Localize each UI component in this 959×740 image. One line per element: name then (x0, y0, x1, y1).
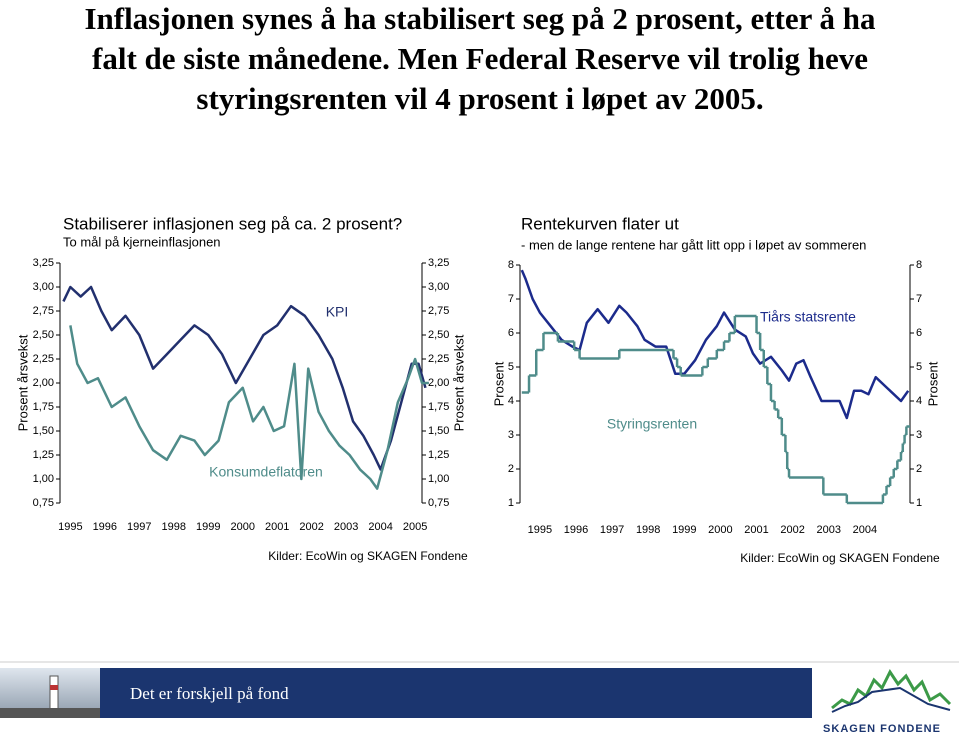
x-tick-label: 2004 (853, 524, 877, 536)
x-tick-label: 1998 (636, 524, 660, 536)
series-label: Styringsrenten (607, 416, 697, 432)
series-label: KPI (326, 304, 349, 320)
series-label: Konsumdeflatoren (209, 464, 323, 480)
y-tick-label: 2,00 (428, 377, 449, 389)
y-tick-label: 1,75 (33, 401, 54, 413)
x-tick-label: 1997 (127, 521, 151, 533)
y-tick-label: 2,75 (33, 305, 54, 317)
y-axis-label: Prosent årsvekst (451, 334, 466, 431)
x-tick-label: 2003 (817, 524, 841, 536)
series-line (69, 325, 429, 490)
chart-subtitle: - men de lange rentene har gått litt opp… (521, 237, 866, 252)
y-tick-label: 2 (916, 463, 922, 475)
lighthouse-stripe (50, 685, 58, 690)
y-tick-label: 1,25 (428, 449, 449, 461)
y-axis-label: Prosent årsvekst (15, 334, 30, 431)
series-label: Tiårs statsrente (760, 309, 856, 325)
y-tick-label: 3,25 (33, 257, 54, 269)
chart-title: Rentekurven flater ut (521, 214, 679, 233)
x-tick-label: 2000 (708, 524, 732, 536)
chart-subtitle: To mål på kjerneinflasjonen (63, 234, 221, 249)
x-tick-label: 2003 (334, 521, 358, 533)
y-tick-label: 3 (508, 429, 514, 441)
y-tick-label: 3,25 (428, 257, 449, 269)
y-tick-label: 0,75 (428, 497, 449, 509)
source: Kilder: EcoWin og SKAGEN Fondene (268, 549, 468, 563)
y-tick-label: 2,25 (428, 353, 449, 365)
y-tick-label: 1,00 (33, 473, 54, 485)
y-tick-label: 1,75 (428, 401, 449, 413)
logo-graph (831, 686, 951, 713)
y-tick-label: 5 (916, 361, 922, 373)
y-tick-label: 1 (508, 497, 514, 509)
x-tick-label: 2004 (368, 521, 392, 533)
y-tick-label: 2,25 (33, 353, 54, 365)
x-tick-label: 1996 (93, 521, 117, 533)
y-tick-label: 3,00 (428, 281, 449, 293)
y-tick-label: 1,50 (428, 425, 449, 437)
x-tick-label: 2002 (780, 524, 804, 536)
y-tick-label: 1,00 (428, 473, 449, 485)
y-tick-label: 5 (508, 361, 514, 373)
x-tick-label: 2001 (744, 524, 768, 536)
y-tick-label: 2,50 (428, 329, 449, 341)
y-tick-label: 8 (508, 259, 514, 271)
heading-line: falt de siste månedene. Men Federal Rese… (92, 41, 868, 76)
y-tick-label: 7 (508, 293, 514, 305)
x-tick-label: 2001 (265, 521, 289, 533)
y-tick-label: 1,50 (33, 425, 54, 437)
y-tick-label: 6 (508, 327, 514, 339)
y-tick-label: 4 (508, 395, 514, 407)
x-tick-label: 1998 (162, 521, 186, 533)
series-line (520, 269, 910, 420)
y-tick-label: 2,75 (428, 305, 449, 317)
footer-band (100, 668, 812, 718)
y-tick-label: 8 (916, 259, 922, 271)
y-tick-label: 2,50 (33, 329, 54, 341)
x-tick-label: 1999 (196, 521, 220, 533)
x-tick-label: 1997 (600, 524, 624, 536)
y-tick-label: 3 (916, 429, 922, 441)
y-tick-label: 1 (916, 497, 922, 509)
x-tick-label: 2002 (299, 521, 323, 533)
x-tick-label: 1996 (564, 524, 588, 536)
heading-line: Inflasjonen synes å ha stabilisert seg p… (84, 1, 876, 36)
x-tick-label: 1995 (58, 521, 82, 533)
lighthouse (49, 675, 59, 711)
y-tick-label: 2 (508, 463, 514, 475)
charts: Stabiliserer inflasjonen seg på ca. 2 pr… (15, 214, 940, 565)
footer: Det er forskjell på fond SKAGEN FONDENE (0, 661, 959, 735)
x-tick-label: 1999 (672, 524, 696, 536)
slogan: Det er forskjell på fond (130, 684, 289, 703)
y-axis-label: Prosent (925, 361, 940, 406)
heading: Inflasjonen synes å ha stabilisert seg p… (84, 1, 876, 116)
rocks (0, 708, 100, 718)
logo-text: SKAGEN FONDENE (823, 723, 941, 735)
y-tick-label: 1,25 (33, 449, 54, 461)
y-tick-label: 6 (916, 327, 922, 339)
y-tick-label: 4 (916, 395, 922, 407)
y-tick-label: 2,00 (33, 377, 54, 389)
chart-title: Stabiliserer inflasjonen seg på ca. 2 pr… (63, 214, 402, 233)
y-tick-label: 7 (916, 293, 922, 305)
y-tick-label: 0,75 (33, 497, 54, 509)
logo-graph (831, 669, 952, 710)
x-tick-label: 2000 (230, 521, 254, 533)
series-line (62, 285, 427, 471)
y-tick-label: 3,00 (33, 281, 54, 293)
heading-line: styringsrenten vil 4 prosent i løpet av … (196, 81, 763, 116)
x-tick-label: 2005 (403, 521, 427, 533)
y-axis-label: Prosent (491, 361, 506, 406)
source: Kilder: EcoWin og SKAGEN Fondene (740, 551, 940, 565)
x-tick-label: 1995 (528, 524, 552, 536)
